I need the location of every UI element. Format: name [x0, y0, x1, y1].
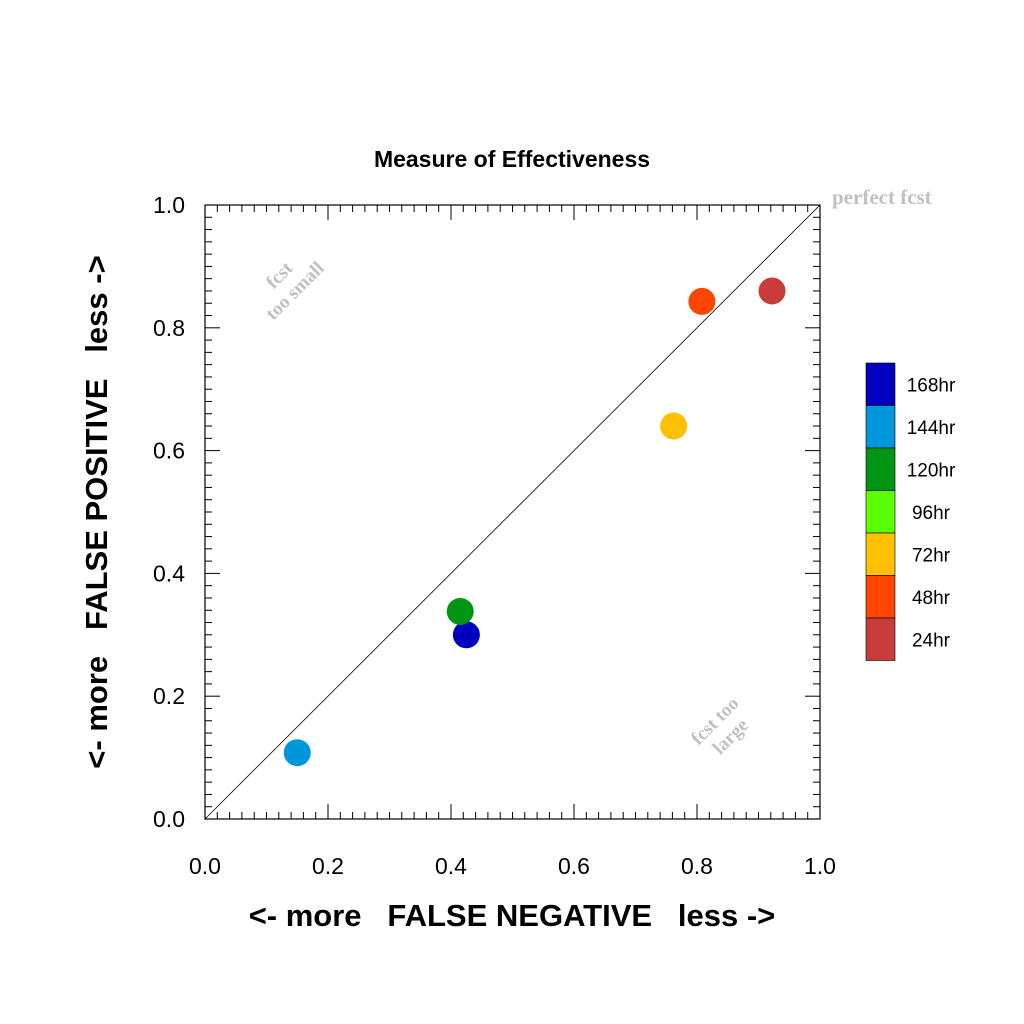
legend-swatch-24hr — [865, 617, 896, 661]
x-tick-label: 0.4 — [435, 853, 467, 879]
y-tick-label: 0.8 — [153, 315, 185, 341]
legend: 168hr 144hr 120hr 96hr 72hr 48hr 24hr — [865, 362, 956, 661]
legend-label-48hr: 48hr — [912, 588, 951, 609]
point-144hr — [283, 739, 311, 767]
chart-title: Measure of Effectiveness — [374, 146, 650, 172]
legend-label-120hr: 120hr — [907, 460, 956, 481]
perfect-forecast-line — [204, 204, 821, 820]
y-axis-label: <- more FALSE POSITIVE less -> — [79, 255, 114, 768]
x-tick-label: 0.6 — [558, 853, 590, 879]
legend-label-168hr: 168hr — [907, 375, 956, 396]
legend-swatch-96hr — [865, 490, 896, 534]
legend-label-72hr: 72hr — [912, 545, 951, 566]
x-tick-label: 0.8 — [681, 853, 713, 879]
point-72hr — [660, 412, 688, 440]
point-48hr — [688, 287, 716, 315]
fcst-too-small-label: fcst too small — [262, 258, 329, 325]
y-tick-label: 0.2 — [153, 683, 185, 709]
point-120hr — [446, 597, 474, 625]
y-tick-label: 1.0 — [153, 192, 185, 218]
x-axis-label: <- more FALSE NEGATIVE less -> — [249, 898, 776, 933]
legend-swatch-72hr — [865, 532, 896, 576]
x-tick-label: 0.2 — [312, 853, 344, 879]
fcst-too-large-label: fcst too large — [687, 693, 753, 759]
point-168hr — [452, 621, 480, 649]
y-tick-label: 0.4 — [153, 560, 185, 586]
x-tick-label: 1.0 — [804, 853, 836, 879]
legend-swatch-120hr — [865, 447, 896, 491]
tick-labels: 0.0 0.2 0.4 0.6 0.8 1.0 0.0 0.2 0.4 0.6 0.8 1.0 — [153, 192, 836, 879]
legend-label-96hr: 96hr — [912, 503, 951, 524]
legend-swatch-48hr — [865, 575, 896, 619]
plot-axes — [204, 204, 821, 820]
tick-marks — [204, 204, 821, 820]
legend-swatch-144hr — [865, 405, 896, 449]
y-tick-label: 0.6 — [153, 438, 185, 464]
x-tick-label: 0.0 — [189, 853, 221, 879]
legend-swatch-168hr — [865, 362, 896, 406]
perfect-forecast-label: perfect fcst — [832, 185, 932, 209]
y-tick-label: 0.0 — [153, 806, 185, 832]
legend-label-24hr: 24hr — [912, 630, 951, 651]
data-points — [283, 277, 786, 767]
legend-label-144hr: 144hr — [907, 418, 956, 439]
point-24hr — [758, 277, 786, 305]
